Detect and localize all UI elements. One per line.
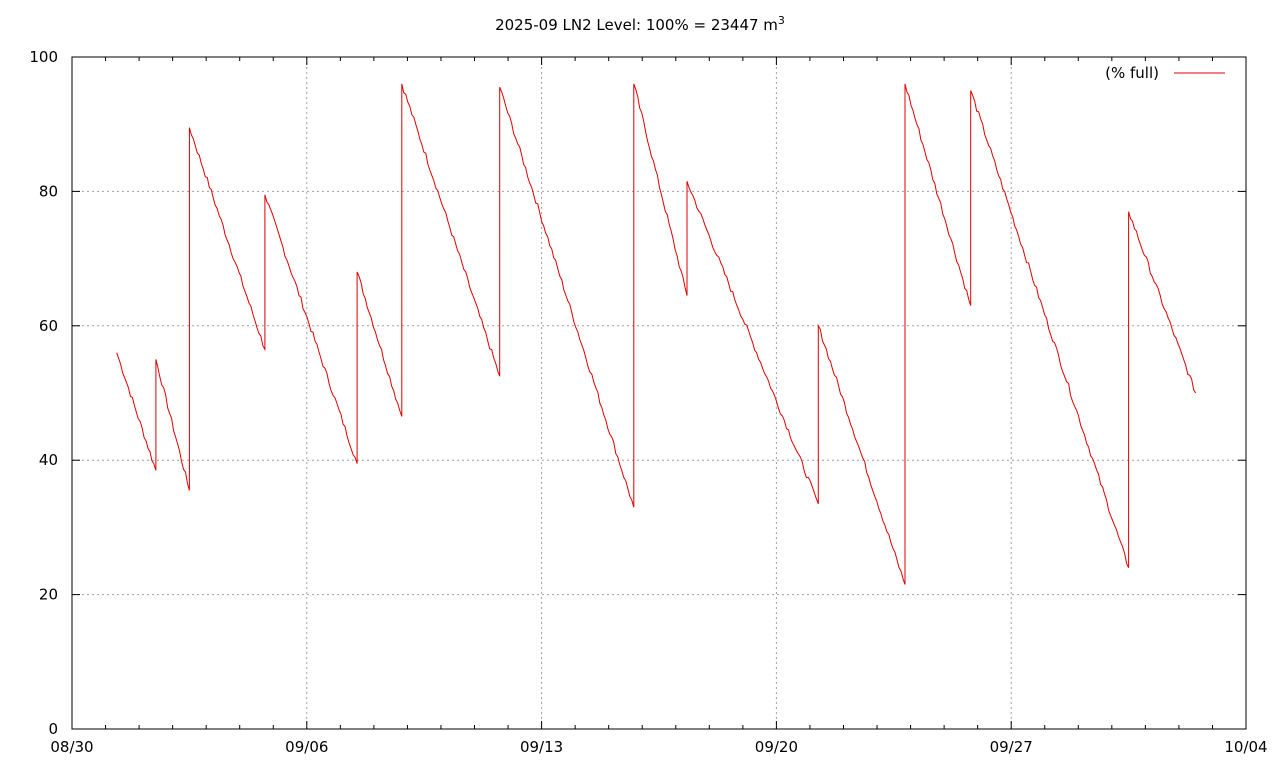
axes: 0 20 40 60 80 100 08/30 09/06 09/13 09/20 09/27 10/… xyxy=(29,48,1267,756)
grid-lines xyxy=(72,57,1246,729)
x-tick-label: 10/04 xyxy=(1224,738,1267,756)
chart-title-superscript: 3 xyxy=(777,14,785,27)
x-tick-label: 09/13 xyxy=(520,738,563,756)
legend-label: (% full) xyxy=(1105,64,1159,82)
x-tick-label: 09/20 xyxy=(755,738,798,756)
chart-title: 2025-09 LN2 Level: 100% = 23447 m3 xyxy=(0,14,1280,34)
chart-title-text: 2025-09 LN2 Level: 100% = 23447 m xyxy=(495,16,778,34)
y-tick-label: 40 xyxy=(39,451,58,469)
series-group xyxy=(116,83,1197,585)
y-tick-label: 100 xyxy=(29,48,58,66)
x-tick-label: 08/30 xyxy=(50,738,93,756)
x-tick-label: 09/27 xyxy=(990,738,1033,756)
y-tick-label: 20 xyxy=(39,586,58,604)
plot-frame xyxy=(71,56,1247,730)
y-tick-label: 80 xyxy=(39,182,58,200)
x-tick-label: 09/06 xyxy=(285,738,328,756)
series-line-0 xyxy=(116,83,1197,585)
y-tick-label: 60 xyxy=(39,317,58,335)
legend: (% full) xyxy=(1105,64,1225,82)
y-tick-label: 0 xyxy=(48,720,58,738)
